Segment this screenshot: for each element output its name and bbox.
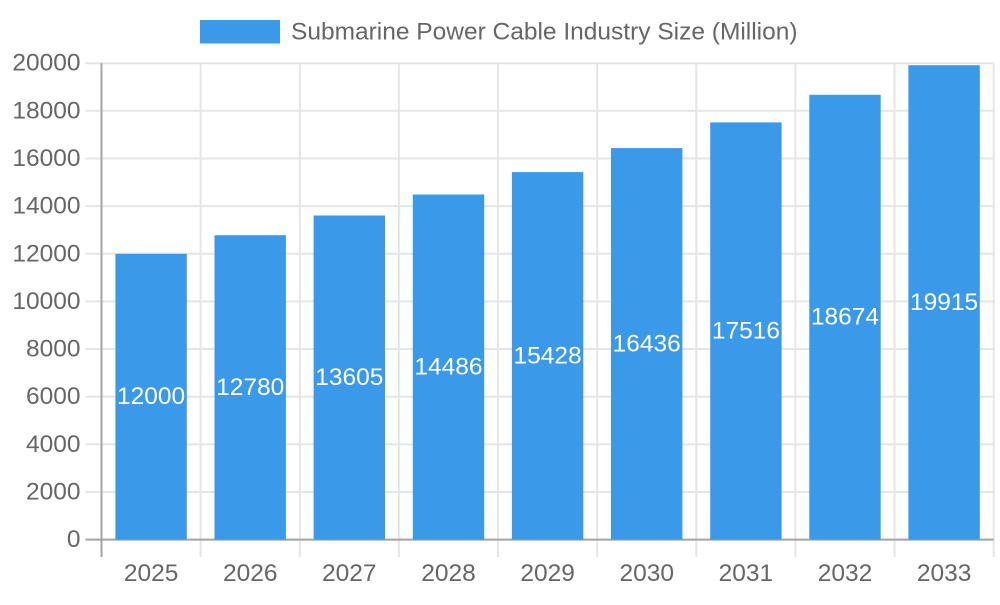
svg-text:2028: 2028 <box>421 560 476 587</box>
svg-text:8000: 8000 <box>26 336 81 363</box>
svg-text:14000: 14000 <box>12 193 80 220</box>
svg-text:2030: 2030 <box>619 560 674 587</box>
svg-text:6000: 6000 <box>26 383 81 410</box>
svg-text:2029: 2029 <box>520 560 575 587</box>
svg-text:17516: 17516 <box>712 318 780 345</box>
svg-text:12000: 12000 <box>12 240 80 267</box>
svg-text:16436: 16436 <box>613 330 681 357</box>
svg-text:2000: 2000 <box>26 479 81 506</box>
svg-text:12780: 12780 <box>216 374 284 401</box>
svg-text:2026: 2026 <box>223 560 278 587</box>
svg-text:2025: 2025 <box>124 560 179 587</box>
svg-text:18000: 18000 <box>12 97 80 124</box>
svg-text:20000: 20000 <box>12 50 80 77</box>
svg-text:10000: 10000 <box>12 288 80 315</box>
svg-text:0: 0 <box>67 526 81 553</box>
svg-text:2031: 2031 <box>719 560 774 587</box>
svg-text:14486: 14486 <box>414 354 482 381</box>
svg-text:Submarine Power Cable Industry: Submarine Power Cable Industry Size (Mil… <box>291 18 798 45</box>
svg-text:15428: 15428 <box>514 342 582 369</box>
svg-text:16000: 16000 <box>12 145 80 172</box>
svg-text:4000: 4000 <box>26 431 81 458</box>
svg-text:2033: 2033 <box>917 560 972 587</box>
svg-text:2032: 2032 <box>818 560 873 587</box>
svg-text:13605: 13605 <box>315 364 383 391</box>
svg-text:18674: 18674 <box>811 304 879 331</box>
svg-text:12000: 12000 <box>117 383 185 410</box>
svg-text:19915: 19915 <box>910 289 978 316</box>
svg-text:2027: 2027 <box>322 560 377 587</box>
